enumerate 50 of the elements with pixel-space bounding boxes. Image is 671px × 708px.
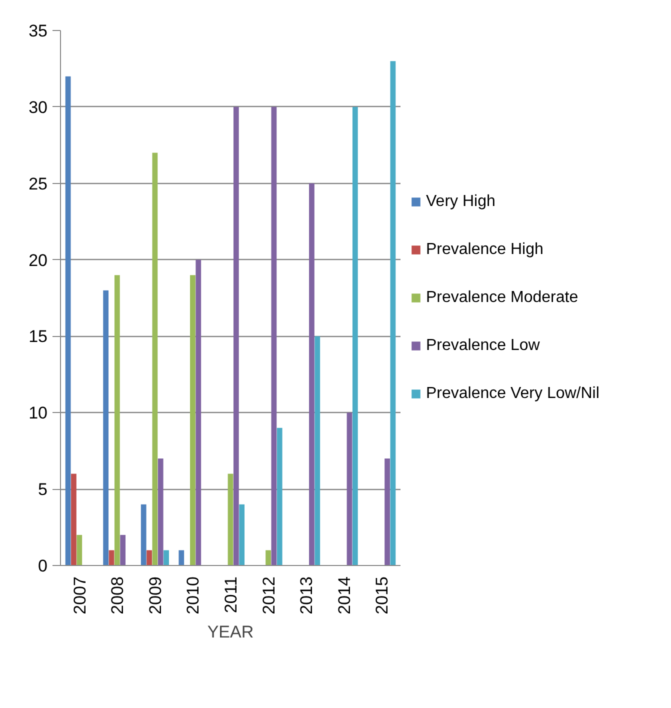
bar xyxy=(140,504,146,566)
bar xyxy=(276,428,282,566)
bar xyxy=(71,474,76,566)
y-tick-label: 30 xyxy=(28,98,48,117)
bar xyxy=(190,275,196,566)
bar xyxy=(271,106,277,566)
y-tick-label: 5 xyxy=(38,480,48,500)
y-tick-label: 10 xyxy=(28,404,48,423)
x-tick-label: 2011 xyxy=(222,576,240,614)
bar xyxy=(114,275,120,566)
x-tick-label: 2010 xyxy=(184,576,203,614)
y-tick-label: 35 xyxy=(28,22,48,40)
bar xyxy=(158,458,164,566)
bar xyxy=(178,550,184,566)
legend-label: Prevalence Very Low/Nil xyxy=(426,384,600,402)
bar xyxy=(108,550,114,566)
legend-label: Prevalence Moderate xyxy=(426,288,578,306)
y-tick-label: 20 xyxy=(28,250,48,270)
bar xyxy=(103,290,109,566)
bar xyxy=(196,260,202,566)
bar xyxy=(146,550,152,566)
x-tick-label: 2013 xyxy=(297,576,316,614)
bar xyxy=(65,76,71,566)
x-axis-title: YEAR xyxy=(207,622,254,642)
bar xyxy=(152,152,158,566)
legend-label: Prevalence High xyxy=(426,240,544,258)
y-tick-label: 25 xyxy=(28,174,48,194)
y-tick-label: 15 xyxy=(28,327,48,346)
bar xyxy=(76,534,82,566)
bar xyxy=(346,412,352,566)
x-tick-label: 2012 xyxy=(259,576,278,614)
x-tick-label: 2009 xyxy=(146,576,165,614)
bar xyxy=(239,504,245,566)
legend-label: Prevalence Low xyxy=(426,336,540,354)
bar xyxy=(120,534,126,566)
bar xyxy=(384,458,390,566)
bar xyxy=(309,183,314,566)
x-tick-label: 2007 xyxy=(70,576,90,614)
x-tick-label: 2015 xyxy=(372,576,392,614)
bar xyxy=(314,336,320,566)
bar xyxy=(266,550,271,566)
bar xyxy=(352,106,358,566)
bar xyxy=(390,61,396,566)
legend-label: Very High xyxy=(426,192,496,210)
bar xyxy=(228,474,234,566)
x-tick-label: 2008 xyxy=(108,576,128,614)
bar xyxy=(164,550,169,566)
y-tick-label: 0 xyxy=(38,556,48,576)
bar xyxy=(233,106,239,566)
x-tick-label: 2014 xyxy=(334,576,354,614)
